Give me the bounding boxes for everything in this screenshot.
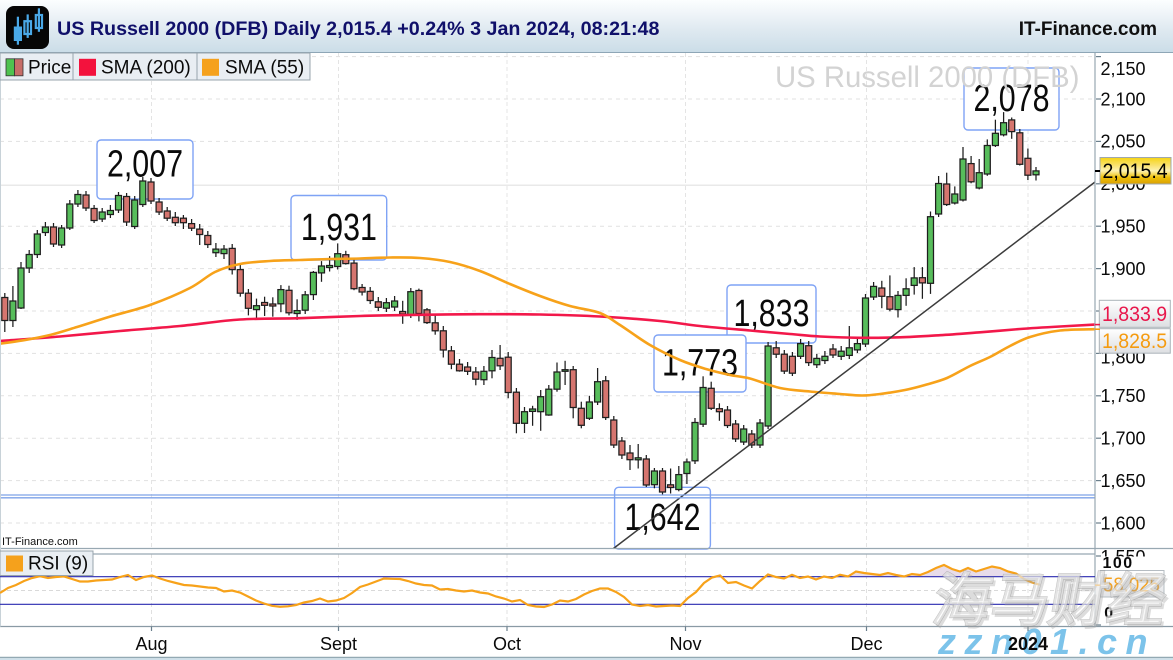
svg-text:1,773: 1,773	[662, 342, 738, 384]
svg-text:2,100: 2,100	[1101, 89, 1146, 109]
svg-text:58.025: 58.025	[1103, 575, 1160, 597]
svg-text:zzn01.cn: zzn01.cn	[937, 621, 1156, 660]
svg-text:1,750: 1,750	[1101, 386, 1146, 406]
svg-text:Oct: Oct	[493, 634, 521, 654]
svg-text:2,150: 2,150	[1101, 59, 1146, 79]
svg-text:1,950: 1,950	[1101, 217, 1146, 237]
svg-text:1,828.5: 1,828.5	[1102, 330, 1167, 353]
svg-text:SMA (55): SMA (55)	[225, 58, 304, 79]
svg-text:海马财经: 海马财经	[928, 569, 1171, 634]
svg-text:2,050: 2,050	[1101, 132, 1146, 152]
svg-text:2024: 2024	[1008, 634, 1048, 654]
svg-text:100: 100	[1103, 555, 1134, 572]
svg-text:2,078: 2,078	[973, 78, 1049, 120]
svg-text:Sept: Sept	[320, 634, 357, 654]
svg-text:1,650: 1,650	[1101, 471, 1146, 491]
svg-text:0: 0	[1104, 605, 1113, 622]
svg-text:US Russell 2000 (DFB) Daily 2,: US Russell 2000 (DFB) Daily 2,015.4 +0.2…	[57, 18, 660, 40]
svg-text:1,600: 1,600	[1101, 513, 1146, 533]
svg-text:1,931: 1,931	[301, 207, 377, 249]
svg-text:Price: Price	[28, 58, 71, 79]
svg-text:1,700: 1,700	[1101, 429, 1146, 449]
svg-text:IT-Finance.com: IT-Finance.com	[1019, 19, 1157, 40]
svg-text:Aug: Aug	[135, 634, 167, 654]
svg-text:IT-Finance.com: IT-Finance.com	[2, 536, 78, 548]
svg-text:2,007: 2,007	[107, 143, 183, 185]
svg-text:SMA (200): SMA (200)	[101, 58, 191, 79]
svg-text:1,833: 1,833	[733, 293, 809, 335]
svg-text:海马财经: 海马财经	[931, 572, 1173, 637]
svg-text:Dec: Dec	[850, 634, 882, 654]
svg-text:1,833.9: 1,833.9	[1102, 303, 1167, 326]
svg-text:1,900: 1,900	[1101, 259, 1146, 279]
svg-text:US Russell 2000 (DFB): US Russell 2000 (DFB)	[775, 61, 1079, 94]
svg-text:Nov: Nov	[669, 634, 701, 654]
svg-text:RSI (9): RSI (9)	[28, 554, 88, 575]
svg-text:2,015.4: 2,015.4	[1103, 160, 1168, 183]
svg-text:1,642: 1,642	[624, 497, 700, 539]
